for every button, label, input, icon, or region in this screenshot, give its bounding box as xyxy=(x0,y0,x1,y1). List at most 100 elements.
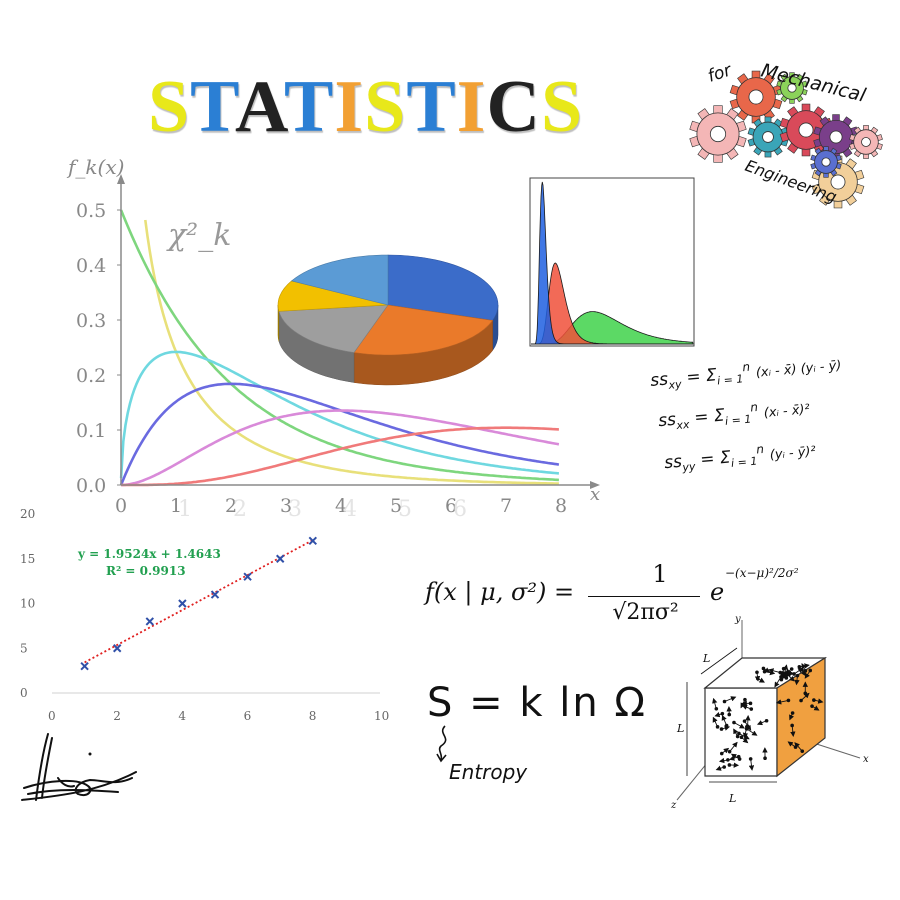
molecule-velocity-arrow xyxy=(775,699,789,705)
molecule-velocity-arrow xyxy=(789,712,795,721)
regression-point xyxy=(243,572,252,581)
molecule-velocity-arrow xyxy=(782,664,789,677)
sum-of-squares-formulas: ssxy = Σi = 1n (xᵢ - x̄) (yᵢ - ȳ) ssxx =… xyxy=(650,330,890,490)
chi-faded-tick-label: 2 xyxy=(233,497,247,522)
formula-ss-xx: ssxx = Σi = 1n (xᵢ - x̄)² xyxy=(657,399,811,433)
molecule-dot xyxy=(722,765,727,769)
entropy-label: Entropy xyxy=(449,760,528,784)
chi-y-tick-label: 0.2 xyxy=(76,365,106,387)
molecule-velocity-arrow xyxy=(813,698,824,704)
molecule-velocity-arrow xyxy=(745,714,751,727)
regression-point xyxy=(308,536,318,546)
molecule-velocity-arrow xyxy=(724,696,737,702)
molecule-dot xyxy=(735,734,740,739)
chi-x-tick-label: 6 xyxy=(445,495,457,517)
molecule-dot xyxy=(755,676,760,681)
regression-y-tick-label: 15 xyxy=(20,552,35,566)
regression-x-tick-label: 6 xyxy=(244,709,252,723)
formula-ss-xy: ssxy = Σi = 1n (xᵢ - x̄) (yᵢ - ȳ) xyxy=(649,358,843,392)
molecule-velocity-arrow xyxy=(715,765,725,771)
molecule-dot xyxy=(790,723,794,728)
molecule-velocity-arrow xyxy=(712,716,718,728)
chi-faded-tick-label: 5 xyxy=(398,497,412,522)
formula-ss-yy: ssyy = Σi = 1n (yᵢ - ȳ)² xyxy=(663,441,817,475)
molecule-dot xyxy=(727,763,732,767)
regression-y-tick-label: 20 xyxy=(20,507,35,521)
distribution-curve xyxy=(531,181,693,345)
molecule-dot xyxy=(778,670,783,675)
regression-x-tick-label: 0 xyxy=(48,709,56,723)
molecule-velocity-arrow xyxy=(746,728,758,736)
molecule-velocity-arrow xyxy=(748,758,755,771)
molecule-velocity-arrow xyxy=(733,728,739,737)
entropy-formula: S = k ln Ω Entropy xyxy=(425,680,645,790)
molecule-velocity-arrow xyxy=(718,757,728,764)
molecule-velocity-arrow xyxy=(741,736,749,744)
mechanical-engineering-logo: for Mechanical Engineering xyxy=(689,60,883,209)
page-title: STATISTICS xyxy=(148,70,583,144)
chi-x-tick-label: 4 xyxy=(335,495,347,517)
regression-y-tick-label: 0 xyxy=(20,686,28,700)
title-letter: T xyxy=(283,66,335,148)
edge-label-bottom: L xyxy=(728,792,736,805)
molecule-dot xyxy=(755,670,759,675)
regression-chart: 0 2 4 6 8 10 0 5 10 15 20 y = 1.9524x + 1.4643 R² … xyxy=(20,507,389,723)
axis-z-label: z xyxy=(670,800,677,810)
regression-x-tick-label: 8 xyxy=(309,709,317,723)
molecule-dot xyxy=(743,697,747,702)
chi-curve-line xyxy=(144,219,559,485)
chi-x-tick-label: 7 xyxy=(500,495,512,517)
molecule-dot xyxy=(812,698,816,702)
molecule-velocity-arrow xyxy=(733,722,745,729)
chi-y-tick-label: 0.3 xyxy=(76,310,106,332)
chi-faded-tick-label: 1 xyxy=(178,497,192,522)
edge-label-top: L xyxy=(702,652,710,665)
regression-point xyxy=(112,644,122,653)
normal-pdf-formula: f(x | μ, σ²) = 1 √2πσ² e −(x−μ)²/2σ² xyxy=(425,560,799,625)
molecule-dot xyxy=(715,725,720,729)
molecule-velocity-arrow xyxy=(794,675,800,686)
logo-text-for: for xyxy=(705,60,734,87)
molecule-dot xyxy=(790,711,795,715)
molecule-velocity-arrow xyxy=(800,692,810,701)
regression-point xyxy=(210,590,220,599)
molecule-velocity-arrow xyxy=(740,699,746,709)
molecule-velocity-arrow xyxy=(801,663,807,672)
gas-box-diagram: y x z L L L xyxy=(670,614,869,810)
title-letter: I xyxy=(334,66,365,148)
gear-icon xyxy=(779,103,833,157)
chi-x-arrow xyxy=(590,481,600,489)
regression-x-tick-label: 10 xyxy=(374,709,389,723)
regression-y-tick-label: 10 xyxy=(20,597,35,611)
gears-icon xyxy=(689,70,883,209)
molecule-dot xyxy=(749,707,754,711)
title-letter: T xyxy=(406,66,457,148)
chi-y-tick-label: 0.0 xyxy=(76,475,106,497)
chi-curve-line xyxy=(119,350,560,479)
axis-x-label: x xyxy=(863,754,869,765)
molecule-dot xyxy=(719,727,724,731)
regression-point xyxy=(80,661,89,671)
distribution-chart xyxy=(529,177,695,347)
regression-y-tick-label: 5 xyxy=(20,641,28,655)
chi-curve-line xyxy=(121,426,559,487)
gear-icon xyxy=(776,72,808,104)
title-letter: T xyxy=(190,66,236,148)
chi-y-label: f_k(x) xyxy=(66,155,124,179)
molecule-dot xyxy=(762,669,767,674)
molecule-dot xyxy=(748,701,753,706)
chi-curve-label: χ²_k xyxy=(166,218,231,253)
pie-slice xyxy=(290,254,389,306)
title-letter: A xyxy=(235,66,284,148)
molecule-dot xyxy=(724,723,729,728)
molecule-velocity-arrow xyxy=(793,667,804,675)
molecule-velocity-arrow xyxy=(790,725,796,738)
pie-slice xyxy=(387,254,499,321)
regression-point xyxy=(275,554,285,563)
chi-x-label: x xyxy=(590,484,600,505)
chi-x-tick-label: 8 xyxy=(555,495,567,517)
entropy-equation: S = k ln Ω xyxy=(427,680,647,726)
regression-equation: y = 1.9524x + 1.4643 xyxy=(77,547,221,561)
gear-icon xyxy=(689,105,747,163)
molecule-velocity-arrow xyxy=(730,753,740,760)
